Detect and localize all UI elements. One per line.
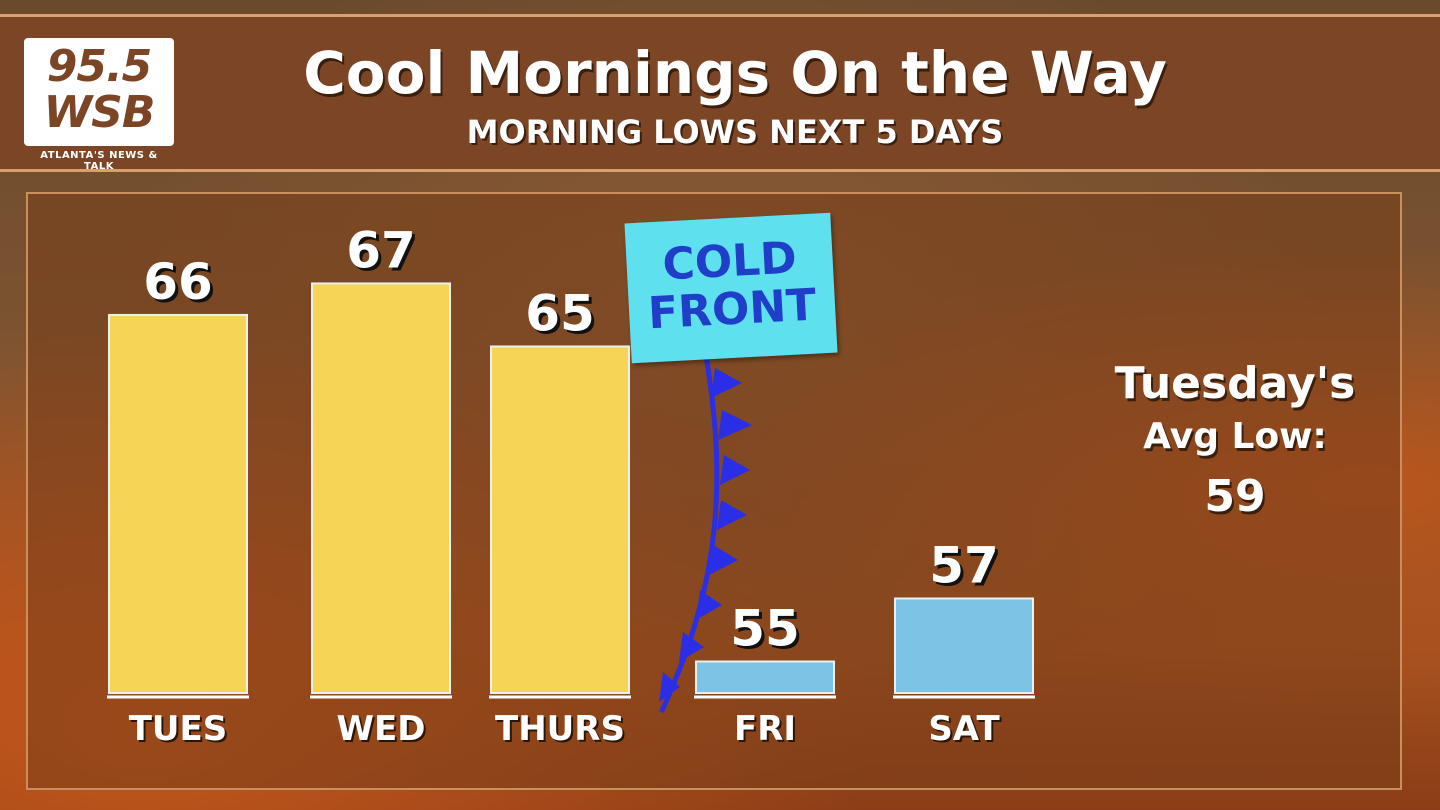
tick-label-tues: TUES	[129, 709, 228, 749]
cold-front-label: COLD FRONT	[624, 212, 838, 364]
tick-label-shadow: WED	[339, 711, 428, 751]
data-label-thurs: 65	[525, 284, 595, 342]
logo-line1: 95.5	[46, 41, 153, 92]
cold-front-triangle	[679, 632, 704, 662]
logo-line2: WSB	[43, 87, 156, 138]
data-label-shadow: 57	[932, 539, 1002, 597]
cold-front-triangle	[717, 500, 747, 530]
tick-label-sat: SAT	[928, 709, 1000, 749]
avg-low-label: Avg Low:	[1143, 416, 1327, 457]
data-label-shadow: 55	[733, 602, 803, 660]
bar-sat	[894, 597, 1034, 694]
cold-front-line2: FRONT	[646, 279, 818, 340]
cold-front-triangle	[709, 545, 738, 575]
chart-title: Cool Mornings On the Way	[303, 39, 1167, 107]
tick-label-fri: FRI	[734, 709, 796, 749]
tick-label-shadow: FRI	[736, 711, 798, 751]
logo-tagline: ATLANTA'S NEWS & TALK	[40, 150, 158, 172]
tick-label-shadow: SAT	[930, 711, 1002, 751]
cold-front-triangle	[711, 368, 742, 398]
data-label-fri: 55	[730, 599, 800, 657]
avg-low-value: 59	[1204, 471, 1266, 522]
data-label-shadow: 67	[349, 224, 419, 282]
average-low-callout: Tuesday's Avg Low: 59	[1080, 356, 1390, 532]
bar-wed	[311, 282, 451, 694]
data-label-shadow: 65	[528, 287, 598, 345]
bar-thurs	[490, 345, 630, 694]
bar-fri	[695, 660, 835, 694]
tick-label-shadow: THURS	[497, 711, 627, 751]
data-label-wed: 67	[346, 221, 416, 279]
cold-front-triangle	[720, 455, 750, 485]
data-label-tues: 66	[143, 253, 213, 311]
cold-front-triangle	[659, 672, 680, 702]
data-label-sat: 57	[929, 536, 999, 594]
bar-tues	[108, 313, 248, 694]
tick-label-shadow: TUES	[131, 711, 230, 751]
tick-label-thurs: THURS	[495, 709, 625, 749]
header-banner	[0, 14, 1440, 172]
cold-front-triangle	[718, 410, 752, 440]
station-logo: 95.5 WSB	[24, 38, 174, 146]
chart-subtitle: MORNING LOWS NEXT 5 DAYS	[466, 113, 1004, 151]
tick-label-wed: WED	[337, 709, 426, 749]
avg-low-heading: Tuesday's	[1114, 358, 1356, 409]
data-label-shadow: 66	[146, 256, 216, 314]
cold-front-line	[659, 355, 720, 714]
cold-front-triangle	[696, 590, 722, 620]
